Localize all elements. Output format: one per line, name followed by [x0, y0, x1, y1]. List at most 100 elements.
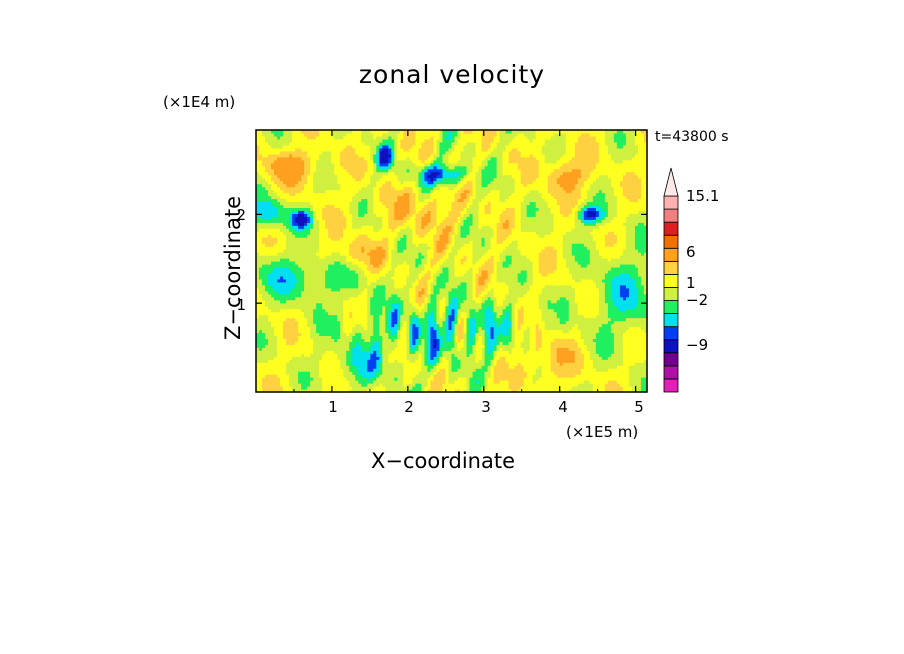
- field-cell: [334, 365, 338, 369]
- field-cell: [289, 365, 293, 369]
- field-cell: [259, 207, 263, 211]
- field-cell: [304, 195, 308, 200]
- field-cell: [334, 302, 338, 307]
- field-cell: [256, 266, 260, 271]
- field-cell: [382, 258, 386, 262]
- field-cell: [370, 305, 374, 310]
- field-cell: [301, 147, 305, 152]
- field-cell: [289, 174, 293, 179]
- field-cell: [397, 311, 401, 316]
- field-cell: [283, 269, 287, 274]
- field-cell: [337, 365, 341, 369]
- field-cell: [283, 362, 287, 366]
- field-cell: [313, 177, 317, 182]
- field-cell: [391, 162, 395, 167]
- field-cell: [361, 338, 365, 342]
- field-cell: [274, 284, 278, 289]
- field-cell: [292, 147, 296, 152]
- field-cell: [343, 168, 347, 173]
- field-cell: [385, 135, 389, 140]
- field-cell: [265, 243, 269, 247]
- field-cell: [331, 222, 335, 226]
- field-cell: [298, 216, 302, 220]
- field-cell: [265, 344, 269, 348]
- field-cell: [268, 144, 272, 149]
- field-cell: [343, 314, 347, 319]
- field-cell: [313, 180, 317, 185]
- field-cell: [271, 311, 275, 316]
- field-cell: [334, 293, 338, 298]
- field-cell: [343, 174, 347, 179]
- field-cell: [307, 174, 311, 179]
- field-cell: [271, 180, 275, 185]
- field-cell: [268, 249, 272, 253]
- field-cell: [319, 162, 323, 167]
- field-cell: [325, 341, 329, 345]
- field-cell: [391, 299, 395, 304]
- field-cell: [397, 180, 401, 185]
- field-cell: [358, 168, 362, 173]
- field-cell: [352, 216, 356, 220]
- field-cell: [370, 281, 374, 286]
- field-cell: [352, 219, 356, 223]
- field-cell: [271, 338, 275, 342]
- field-cell: [358, 341, 362, 345]
- field-cell: [334, 386, 338, 390]
- field-cell: [388, 255, 392, 259]
- field-cell: [349, 192, 353, 197]
- field-cell: [283, 356, 287, 360]
- field-cell: [385, 186, 389, 191]
- field-cell: [352, 374, 356, 378]
- field-cell: [313, 237, 317, 241]
- field-cell: [343, 141, 347, 146]
- field-cell: [391, 222, 395, 226]
- field-cell: [373, 311, 377, 316]
- field-cell: [346, 162, 350, 167]
- field-cell: [394, 377, 398, 381]
- field-cell: [346, 258, 350, 262]
- field-cell: [292, 371, 296, 375]
- field-cell: [382, 198, 386, 203]
- field-cell: [397, 323, 401, 328]
- field-cell: [289, 147, 293, 152]
- field-cell: [355, 362, 359, 366]
- field-cell: [277, 368, 281, 372]
- field-cell: [256, 263, 260, 268]
- field-cell: [298, 261, 302, 265]
- field-cell: [352, 246, 356, 250]
- field-cell: [370, 323, 374, 328]
- field-cell: [331, 132, 335, 137]
- field-cell: [361, 281, 365, 286]
- field-cell: [394, 368, 398, 372]
- field-cell: [256, 347, 260, 351]
- field-cell: [340, 383, 344, 387]
- field-cell: [355, 356, 359, 360]
- field-cell: [292, 263, 296, 268]
- field-cell: [316, 377, 320, 381]
- field-cell: [307, 266, 311, 271]
- field-cell: [397, 198, 401, 203]
- field-cell: [364, 353, 368, 357]
- field-cell: [286, 383, 290, 387]
- field-cell: [277, 231, 281, 235]
- field-cell: [289, 299, 293, 304]
- field-cell: [352, 365, 356, 369]
- field-cell: [388, 305, 392, 310]
- field-cell: [376, 156, 380, 161]
- field-cell: [355, 347, 359, 351]
- field-cell: [328, 341, 332, 345]
- field-cell: [373, 338, 377, 342]
- field-cell: [262, 183, 266, 188]
- field-cell: [349, 353, 353, 357]
- field-cell: [337, 183, 341, 188]
- field-cell: [331, 234, 335, 238]
- field-cell: [310, 362, 314, 366]
- field-cell: [349, 335, 353, 340]
- field-cell: [379, 162, 383, 167]
- field-cell: [388, 377, 392, 381]
- field-cell: [346, 192, 350, 197]
- field-cell: [328, 383, 332, 387]
- field-cell: [310, 293, 314, 298]
- field-cell: [292, 252, 296, 256]
- field-cell: [352, 249, 356, 253]
